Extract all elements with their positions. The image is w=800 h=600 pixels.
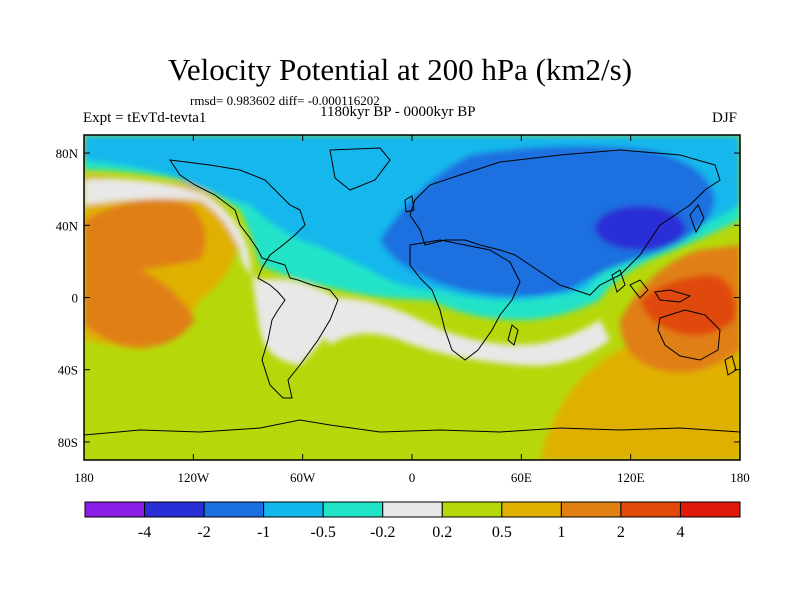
colorbar-box (441, 501, 503, 518)
lat-tick-label: 0 (72, 291, 79, 306)
lat-tick-label: 40S (58, 363, 78, 378)
coastlines (84, 147, 740, 436)
colorbar-label: -4 (138, 524, 151, 541)
colorbar-label: 4 (676, 524, 684, 541)
colorbar-label: -0.5 (311, 524, 336, 541)
colorbar-box (322, 501, 384, 518)
field-near-zero-band (84, 179, 340, 365)
lat-tick-label: 40N (56, 218, 79, 233)
field-maritime-max (640, 275, 736, 336)
lon-tick-label: 60W (290, 470, 316, 485)
colorbar-box (144, 501, 205, 518)
map-title: Velocity Potential at 200 hPa (km2/s) (167, 52, 633, 87)
field-pacific-pos-inner (84, 200, 206, 348)
lat-tick-label: 80S (58, 435, 78, 450)
colorbar-label: 0.5 (492, 524, 512, 541)
lon-tick-label: 120W (177, 470, 210, 485)
field-south-atlantic-neutral (300, 297, 610, 366)
colorbar-label: 0.2 (432, 524, 452, 541)
experiment-label: Expt = tEvTd-tevta1 (83, 110, 207, 126)
colorbar-label: -1 (257, 524, 270, 541)
colorbar-box (84, 501, 146, 518)
period-label: 1180kyr BP - 0000kyr BP (320, 104, 476, 120)
colorbar-box (620, 501, 681, 518)
lon-tick-label: 60E (511, 470, 532, 485)
lon-tick-label: 0 (409, 470, 416, 485)
colorbar-box (203, 501, 265, 518)
lat-tick-label: 80N (56, 146, 79, 161)
field-neg-strong (380, 146, 715, 297)
colorbar-box (560, 501, 622, 518)
season-label: DJF (712, 110, 738, 126)
axis-ticks: 180 120W 60W 0 60E 120E 180 80N 40N 0 40S 80S (56, 135, 750, 485)
lon-tick-label: 180 (730, 470, 750, 485)
stats-line: rmsd= 0.983602 diff= -0.000116202 (190, 93, 380, 108)
colorbar-box (382, 501, 443, 518)
colorbar-label: -0.2 (370, 524, 395, 541)
lon-tick-label: 180 (74, 470, 94, 485)
lon-tick-label: 120E (617, 470, 645, 485)
colorbar-box (679, 501, 741, 518)
contour-fields (84, 135, 740, 460)
colorbar-box (263, 501, 324, 518)
colorbar-label: 1 (557, 524, 565, 541)
field-neg-max (595, 206, 685, 250)
colorbar-box (501, 501, 562, 518)
colorbar-label: 2 (617, 524, 625, 541)
colorbar-label: -2 (197, 524, 210, 541)
